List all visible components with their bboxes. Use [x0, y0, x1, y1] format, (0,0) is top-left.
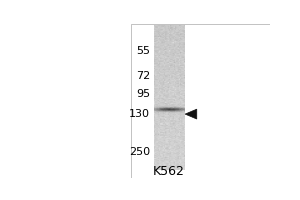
FancyBboxPatch shape — [130, 24, 270, 178]
Text: 55: 55 — [136, 46, 150, 56]
Text: 250: 250 — [129, 147, 150, 157]
Polygon shape — [185, 109, 197, 119]
Text: K562: K562 — [153, 165, 185, 178]
Text: 130: 130 — [129, 109, 150, 119]
Text: 72: 72 — [136, 71, 150, 81]
Text: 95: 95 — [136, 89, 150, 99]
